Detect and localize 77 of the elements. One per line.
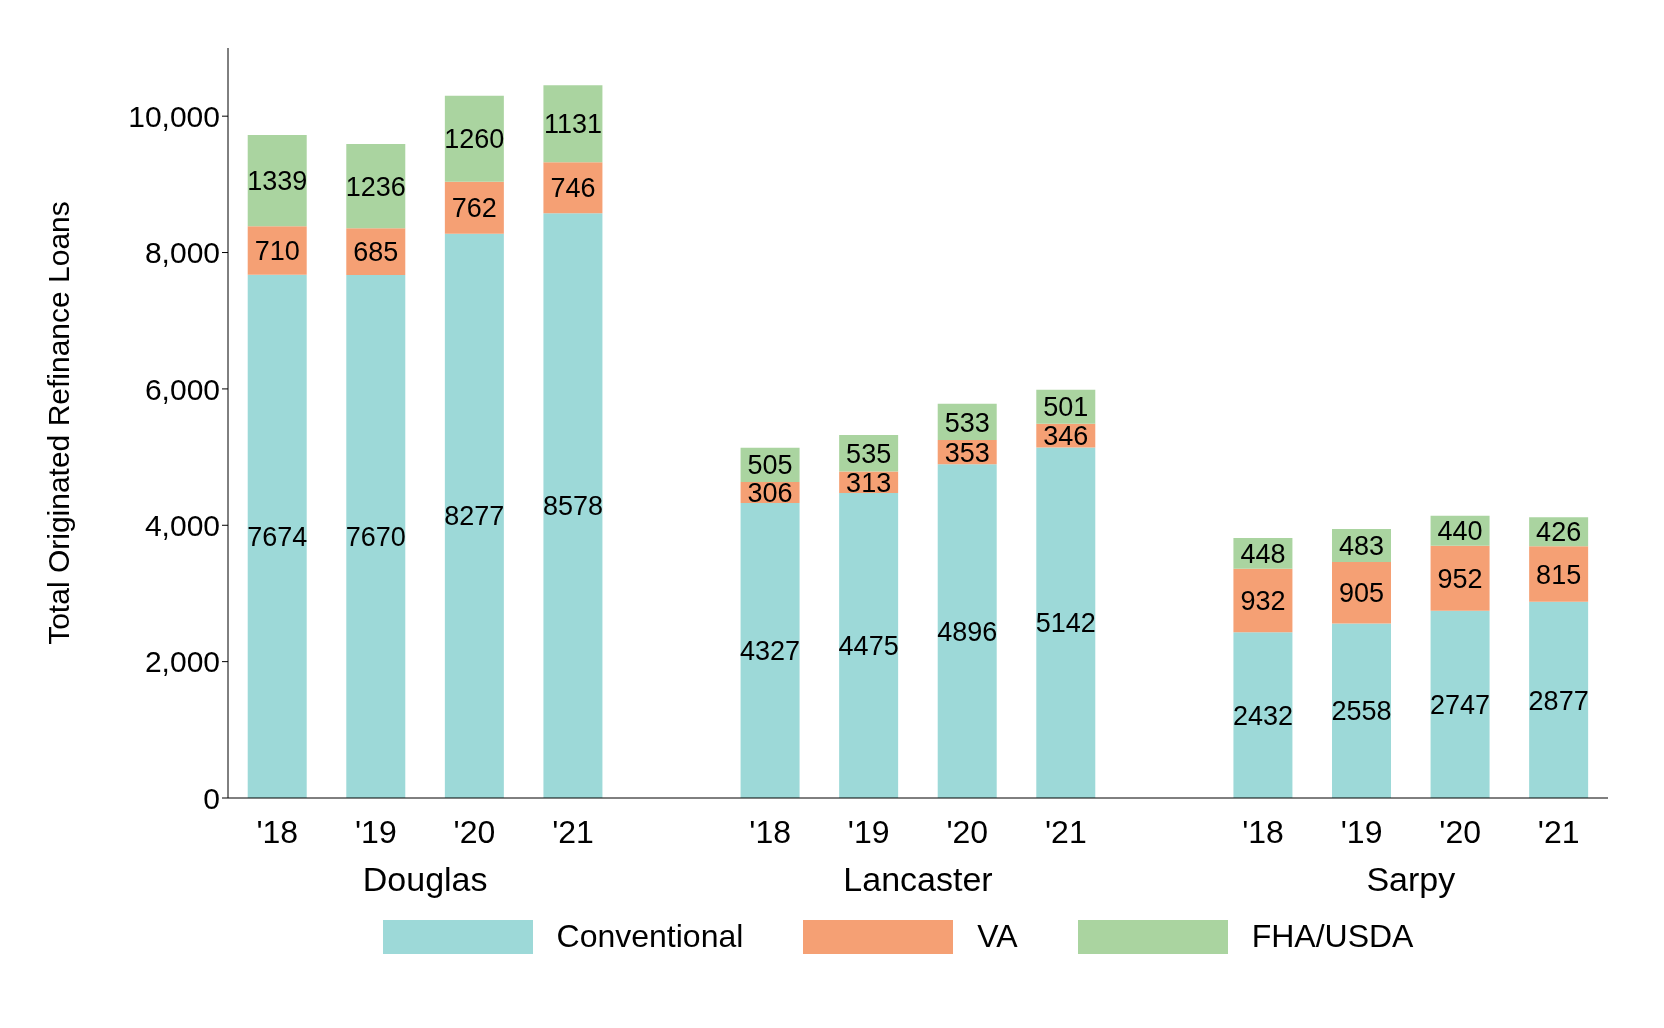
x-tick-label: '18: [749, 813, 791, 850]
data-label: 306: [747, 478, 793, 509]
bar: [444, 233, 504, 798]
x-tick-label: '18: [256, 813, 299, 850]
data-label: 710: [254, 236, 300, 267]
legend-label: Conventional: [556, 918, 744, 955]
data-label: 440: [1437, 516, 1483, 547]
y-axis-title: Total Originated Refinance Loans: [41, 201, 75, 645]
data-label: 8578: [542, 491, 603, 522]
data-label: 533: [944, 407, 990, 438]
data-label: 1236: [345, 171, 406, 202]
data-label: 501: [1043, 392, 1089, 423]
x-tick-label: '18: [1242, 813, 1284, 850]
bar: [839, 492, 899, 798]
bar: [1036, 447, 1096, 798]
bar: [1430, 610, 1490, 798]
y-tick-label: 8,000: [144, 236, 220, 270]
bar: [543, 213, 603, 798]
data-label: 8277: [444, 501, 505, 532]
y-tick-label: 2,000: [144, 645, 220, 679]
bar: [346, 275, 406, 798]
data-label: 2877: [1528, 685, 1589, 716]
data-label: 7674: [247, 521, 308, 552]
bar: [444, 95, 504, 182]
data-label: 346: [1043, 421, 1089, 452]
x-tick-label: '21: [1045, 813, 1087, 850]
data-label: 5142: [1035, 608, 1096, 639]
data-label: 2558: [1331, 696, 1392, 727]
data-label: 2747: [1430, 689, 1491, 720]
data-label: 353: [944, 437, 990, 468]
data-label: 4475: [838, 631, 899, 662]
legend-label: FHA/USDA: [1251, 918, 1414, 955]
data-label: 762: [451, 193, 497, 224]
bar: [247, 226, 307, 275]
bar: [937, 464, 997, 798]
data-label: 535: [846, 438, 892, 469]
legend-label: VA: [977, 918, 1018, 955]
data-label: 426: [1536, 517, 1582, 548]
bar: [1332, 623, 1391, 798]
bar: [1233, 632, 1293, 798]
data-label: 746: [550, 173, 596, 204]
text: Douglas: [361, 860, 489, 899]
data-label: 932: [1240, 585, 1286, 616]
x-tick-label: '20: [453, 813, 496, 850]
y-tick-label: 10,000: [128, 99, 220, 133]
data-label: 505: [747, 450, 793, 481]
bar: [247, 135, 307, 227]
text: Lancaster: [842, 860, 994, 899]
x-tick-label: '19: [355, 813, 397, 850]
data-label: 7670: [345, 522, 406, 553]
data-label: 905: [1338, 578, 1385, 609]
x-tick-label: '21: [552, 813, 594, 850]
x-tick-label: '21: [1537, 813, 1580, 850]
data-label: 4327: [740, 636, 801, 667]
data-label: 1131: [543, 109, 602, 140]
data-label: 815: [1536, 559, 1582, 590]
bar: [247, 274, 307, 798]
data-label: 313: [846, 467, 892, 498]
x-tick-label: '19: [847, 813, 890, 850]
x-tick-label: '19: [1340, 813, 1383, 850]
x-tick-label: '20: [1439, 813, 1481, 850]
data-label: 4896: [937, 616, 998, 647]
data-label: 952: [1437, 563, 1483, 594]
data-label: 1339: [247, 166, 308, 197]
y-tick-label: 4,000: [144, 508, 220, 542]
y-tick-label: 6,000: [144, 372, 220, 406]
data-label: 685: [353, 237, 399, 268]
bar: [1529, 601, 1589, 798]
text: Sarpy: [1365, 860, 1457, 899]
bar: [740, 502, 800, 798]
y-tick-label: 0: [203, 781, 220, 815]
data-label: 1260: [444, 124, 505, 155]
data-label: 483: [1338, 531, 1385, 562]
data-label: 2432: [1232, 700, 1293, 731]
bar: [543, 85, 603, 163]
x-tick-label: '20: [946, 813, 989, 850]
data-label: 448: [1240, 538, 1286, 569]
